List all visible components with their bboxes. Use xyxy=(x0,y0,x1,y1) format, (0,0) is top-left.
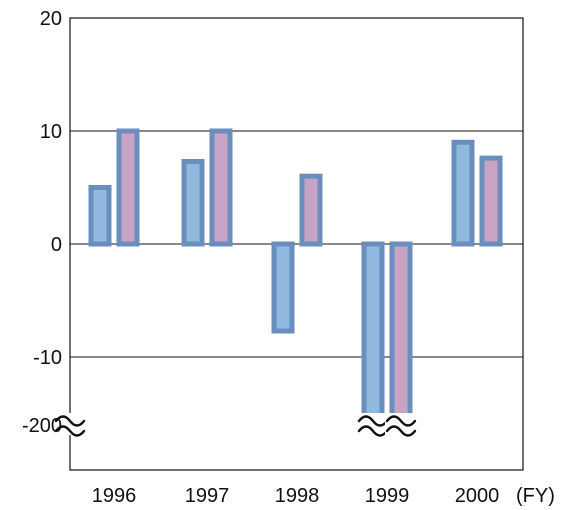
x-tick-label: 2000 xyxy=(455,485,500,507)
y-tick-label: -200 xyxy=(22,415,62,437)
axis-break-symbol xyxy=(54,413,86,437)
bar xyxy=(451,139,475,247)
bar xyxy=(88,185,112,247)
bar xyxy=(299,173,323,247)
axis-break-symbol xyxy=(357,413,389,437)
gridlines xyxy=(70,130,523,358)
x-tick-label: 1998 xyxy=(275,485,320,507)
y-tick-label: 10 xyxy=(40,121,62,143)
y-tick-label: 20 xyxy=(40,8,62,30)
bars xyxy=(88,128,503,424)
plot-frame xyxy=(69,17,524,471)
bar xyxy=(209,128,233,247)
y-tick-label: -10 xyxy=(33,347,62,369)
bar xyxy=(361,241,385,424)
x-tick-labels: 1996 1997 1998 1999 2000 xyxy=(92,485,500,507)
bar xyxy=(271,241,295,334)
x-tick-label: 1997 xyxy=(185,485,230,507)
bar xyxy=(116,128,140,247)
bar xyxy=(181,159,205,247)
x-unit-label: (FY) xyxy=(516,485,555,507)
x-tick-label: 1996 xyxy=(92,485,137,507)
bar xyxy=(479,155,503,247)
bar xyxy=(389,241,413,421)
y-tick-label: 0 xyxy=(51,234,62,256)
x-tick-label: 1999 xyxy=(365,485,410,507)
axis-break-symbol xyxy=(385,413,417,437)
axis-break-marks xyxy=(54,413,417,437)
y-tick-labels: 20 10 0 -10 -200 xyxy=(22,8,62,437)
